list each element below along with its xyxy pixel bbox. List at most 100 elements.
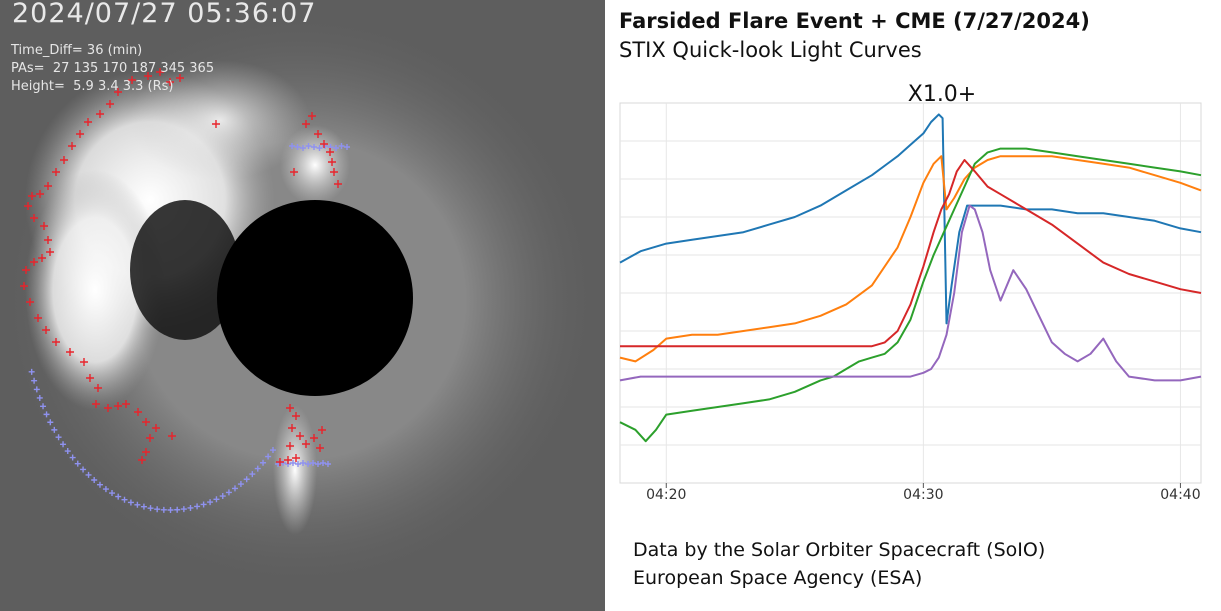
- front-marker: [326, 148, 334, 156]
- position-angles-label: PAs= 27 135 170 187 345 365: [11, 61, 215, 76]
- fit-marker: [316, 145, 323, 151]
- front-marker: [34, 314, 42, 322]
- fit-marker: [147, 505, 154, 512]
- front-marker: [142, 418, 150, 426]
- front-marker: [60, 156, 68, 164]
- fit-marker: [121, 496, 128, 503]
- front-marker: [52, 338, 60, 346]
- light-curve-chart: 04:20 04:30 04:40 X1.0+: [619, 82, 1202, 503]
- fit-marker: [294, 144, 301, 150]
- fit-marker: [36, 394, 43, 401]
- fit-marker: [310, 460, 316, 466]
- front-marker: [122, 400, 130, 408]
- front-marker: [302, 120, 310, 128]
- grid-lines: [620, 103, 1201, 483]
- fit-marker: [338, 143, 345, 149]
- fit-marker: [315, 461, 321, 467]
- time-diff-label: Time_Diff= 36 (min): [11, 43, 143, 58]
- fit-marker: [43, 411, 50, 418]
- fit-marker: [134, 501, 141, 508]
- height-label: Height= 5.9 3.4 3.3 (Rs): [11, 79, 174, 94]
- streamer-south: [273, 405, 317, 535]
- front-marker: [334, 180, 342, 188]
- front-marker: [316, 444, 324, 452]
- front-marker: [138, 456, 146, 464]
- fit-marker: [115, 493, 122, 500]
- fit-marker: [260, 459, 267, 466]
- front-marker: [142, 448, 150, 456]
- fit-marker: [225, 489, 232, 496]
- x-axis-ticks: 04:20 04:30 04:40: [646, 483, 1201, 503]
- front-marker: [76, 130, 84, 138]
- front-marker: [84, 118, 92, 126]
- cme-front-markers: [20, 68, 342, 466]
- front-marker: [46, 248, 54, 256]
- front-marker: [318, 426, 326, 434]
- x-tick-label: 04:40: [1160, 487, 1200, 503]
- front-marker: [292, 454, 300, 462]
- chart-title: X1.0+: [908, 82, 977, 107]
- panel-title: Farsided Flare Event + CME (7/27/2024): [619, 9, 1090, 33]
- front-marker: [20, 282, 28, 290]
- credit-line-spacecraft: Data by the Solar Orbiter Spacecraft (So…: [633, 539, 1046, 561]
- fit-marker: [305, 143, 312, 149]
- data-credit: Data by the Solar Orbiter Spacecraft (So…: [633, 536, 1045, 592]
- fit-marker: [300, 460, 306, 466]
- front-marker: [114, 402, 122, 410]
- front-marker: [28, 192, 36, 200]
- fit-marker: [64, 448, 71, 455]
- fit-marker: [243, 476, 250, 483]
- front-marker: [44, 236, 52, 244]
- image-timestamp: 2024/07/27 05:36:07: [12, 0, 317, 29]
- front-marker: [330, 168, 338, 176]
- fit-marker: [254, 465, 261, 472]
- front-marker: [286, 442, 294, 450]
- fit-marker: [91, 477, 98, 484]
- coronagraph-image: 2024/07/27 05:36:07 Time_Diff= 36 (min) …: [0, 0, 605, 611]
- fit-marker: [109, 490, 116, 497]
- x-tick-label: 04:30: [903, 487, 943, 503]
- front-marker: [128, 76, 136, 84]
- fit-marker: [311, 144, 317, 150]
- front-marker: [26, 298, 34, 306]
- fit-marker: [344, 144, 350, 150]
- fit-marker: [140, 503, 147, 510]
- front-marker: [212, 120, 220, 128]
- fit-marker: [60, 441, 67, 448]
- front-marker: [114, 88, 122, 96]
- front-marker: [52, 168, 60, 176]
- front-marker: [286, 404, 294, 412]
- fit-marker: [74, 460, 81, 467]
- fit-marker: [80, 466, 87, 473]
- series-line-2: [619, 155, 1202, 363]
- front-marker: [152, 424, 160, 432]
- panel-subtitle: STIX Quick-look Light Curves: [619, 38, 922, 62]
- coronagraph-drawing: [0, 0, 605, 611]
- fit-marker: [305, 461, 311, 467]
- series-line-1: [619, 113, 1202, 325]
- front-marker: [308, 112, 316, 120]
- fit-marker: [289, 143, 295, 149]
- fit-marker: [265, 453, 272, 460]
- front-marker: [290, 168, 298, 176]
- front-marker: [22, 266, 30, 274]
- front-marker: [24, 202, 32, 210]
- fit-marker: [40, 403, 47, 410]
- fit-marker: [127, 499, 134, 506]
- fit-marker: [295, 461, 301, 467]
- front-marker: [40, 222, 48, 230]
- fit-marker: [200, 501, 207, 508]
- x-tick-label: 04:20: [646, 487, 686, 503]
- front-marker: [30, 258, 38, 266]
- fit-marker: [96, 481, 103, 488]
- front-marker: [310, 434, 318, 442]
- cme-bright-flank: [25, 170, 165, 410]
- fit-marker: [85, 471, 92, 478]
- front-marker: [92, 400, 100, 408]
- fit-marker: [290, 460, 296, 466]
- front-marker: [302, 440, 310, 448]
- front-marker: [42, 326, 50, 334]
- fit-marker: [55, 434, 62, 441]
- fit-marker: [33, 386, 40, 393]
- front-marker: [96, 110, 104, 118]
